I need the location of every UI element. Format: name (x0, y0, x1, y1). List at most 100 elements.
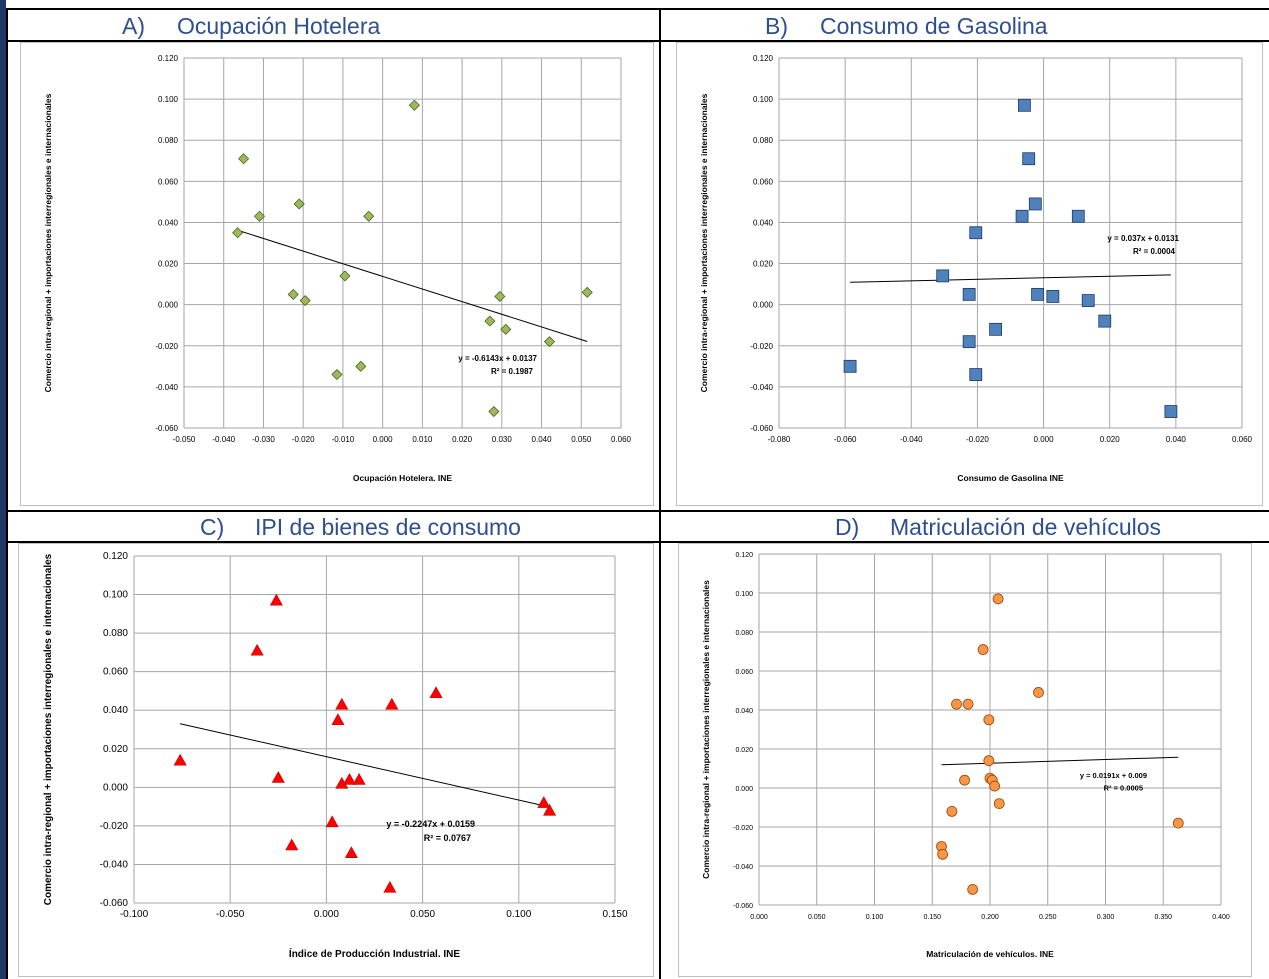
data-point (1098, 314, 1112, 328)
x-tick-label: 0.100 (866, 914, 884, 921)
panel-a-letter: A) (122, 13, 145, 39)
x-axis-label: Ocupación Hotelera. INE (353, 473, 453, 483)
data-point (173, 753, 187, 766)
data-point (962, 335, 976, 349)
data-point (1028, 197, 1042, 211)
data-point (989, 322, 1003, 336)
data-point (285, 838, 299, 851)
data-point (989, 780, 1001, 792)
trendline (941, 756, 1179, 766)
panel-c-title: C) IPI de bienes de consumo (200, 512, 521, 542)
x-tick-label: 0.350 (1154, 914, 1172, 921)
x-tick-label: 0.040 (1166, 435, 1187, 444)
data-point (581, 286, 593, 298)
trendline-equation: y = 0.037x + 0.0131 (1107, 234, 1179, 243)
x-tick-label: 0.150 (602, 909, 627, 920)
y-tick-label: 0.100 (735, 591, 753, 598)
y-axis-label: Comercio intra-regional + importaciones … (43, 553, 54, 905)
chart-c: -0.100 -0.050 0.000 0.050 0.100 0.150 0.120 0.1… (18, 543, 654, 977)
frame-middle-bottom (6, 541, 1269, 543)
panel-a-title: A) Ocupación Hotelera (122, 11, 380, 41)
y-tick-label: 0.020 (753, 260, 774, 269)
data-point (962, 698, 974, 710)
x-tick-label: -0.010 (332, 435, 355, 444)
trendline-r2: R² = 0.1987 (491, 367, 534, 376)
y-tick-label: 0.060 (103, 667, 128, 678)
trendline (850, 274, 1171, 283)
trendline (237, 229, 588, 342)
data-point (352, 773, 366, 785)
x-tick-label: -0.100 (120, 909, 149, 920)
y-axis-label: Comercio intra-regional + importaciones … (43, 93, 53, 392)
data-point (962, 287, 976, 301)
y-tick-label: 0.080 (158, 136, 179, 145)
y-tick-label: 0.120 (103, 551, 128, 562)
x-tick-label: -0.040 (900, 435, 923, 444)
chart-a: -0.050 -0.040 -0.030 -0.020 -0.010 0.000 0.010… (20, 42, 654, 506)
trendline-equation: y = -0.2247x + 0.0159 (386, 819, 475, 829)
data-point (1015, 209, 1029, 223)
data-point (977, 644, 989, 655)
y-tick-label: -0.040 (750, 383, 773, 392)
data-point (287, 288, 299, 300)
x-tick-label: 0.040 (532, 435, 553, 444)
data-point (408, 99, 420, 111)
frame-title-bottom-top (6, 40, 1269, 42)
y-tick-label: 0.000 (103, 782, 128, 793)
data-point (250, 643, 264, 656)
x-tick-label: 0.050 (571, 435, 592, 444)
x-tick-label: -0.020 (966, 435, 989, 444)
frame-center (659, 8, 661, 979)
y-axis-label: Comercio intra-regional + importaciones … (701, 580, 711, 879)
left-accent-bar (0, 0, 6, 979)
x-tick-label: 0.000 (373, 435, 394, 444)
panel-b-title: B) Consumo de Gasolina (765, 11, 1048, 41)
x-tick-label: 0.060 (611, 435, 632, 444)
panel-d-letter: D) (835, 514, 860, 540)
data-point (1071, 209, 1085, 223)
y-tick-label: 0.020 (735, 747, 753, 754)
y-tick-label: -0.060 (100, 898, 129, 909)
data-point (293, 198, 305, 210)
panel-b-title-text: Consumo de Gasolina (820, 13, 1048, 39)
data-point (253, 210, 266, 222)
y-tick-label: 0.080 (753, 136, 774, 145)
trendline (180, 723, 550, 808)
data-point (992, 593, 1004, 605)
data-point (299, 294, 311, 307)
y-tick-label: 0.100 (103, 590, 128, 601)
data-point (335, 697, 349, 710)
x-tick-label: 0.300 (1097, 914, 1115, 921)
data-point (331, 713, 345, 725)
data-point (959, 774, 970, 786)
data-point (951, 698, 962, 710)
trendline-r2: R² = 0.0767 (424, 833, 471, 843)
data-point (946, 805, 958, 817)
data-point (355, 360, 367, 372)
data-point (1046, 290, 1060, 303)
data-point (484, 315, 496, 327)
chart-c-svg: -0.100 -0.050 0.000 0.050 0.100 0.150 0.120 0.1… (43, 551, 628, 960)
x-tick-label: 0.400 (1212, 914, 1230, 921)
data-point (271, 771, 285, 783)
y-tick-label: -0.020 (155, 342, 178, 351)
chart-d: 0.000 0.050 0.100 0.150 0.200 0.250 0.300 0.350… (678, 543, 1252, 977)
data-point (363, 210, 375, 222)
x-axis-label: Consumo de Gasolina INE (957, 473, 1064, 483)
data-point (993, 798, 1005, 810)
data-point (500, 323, 512, 335)
data-point (488, 405, 500, 418)
frame-left (6, 8, 8, 979)
trendline-equation: y = -0.6143x + 0.0137 (458, 354, 537, 363)
x-axis-label: Índice de Producción Industrial. INE (289, 947, 460, 960)
data-point (543, 803, 557, 816)
y-tick-label: 0.000 (158, 301, 179, 310)
y-tick-label: 0.000 (735, 786, 753, 793)
data-point (232, 227, 244, 239)
y-tick-label: -0.020 (733, 825, 753, 832)
x-tick-label: 0.200 (981, 914, 999, 921)
data-point (1017, 98, 1031, 112)
x-tick-label: 0.060 (1232, 435, 1253, 444)
x-tick-label: 0.100 (506, 909, 531, 920)
x-axis-label: Matriculación de vehículos. INE (926, 949, 1054, 959)
